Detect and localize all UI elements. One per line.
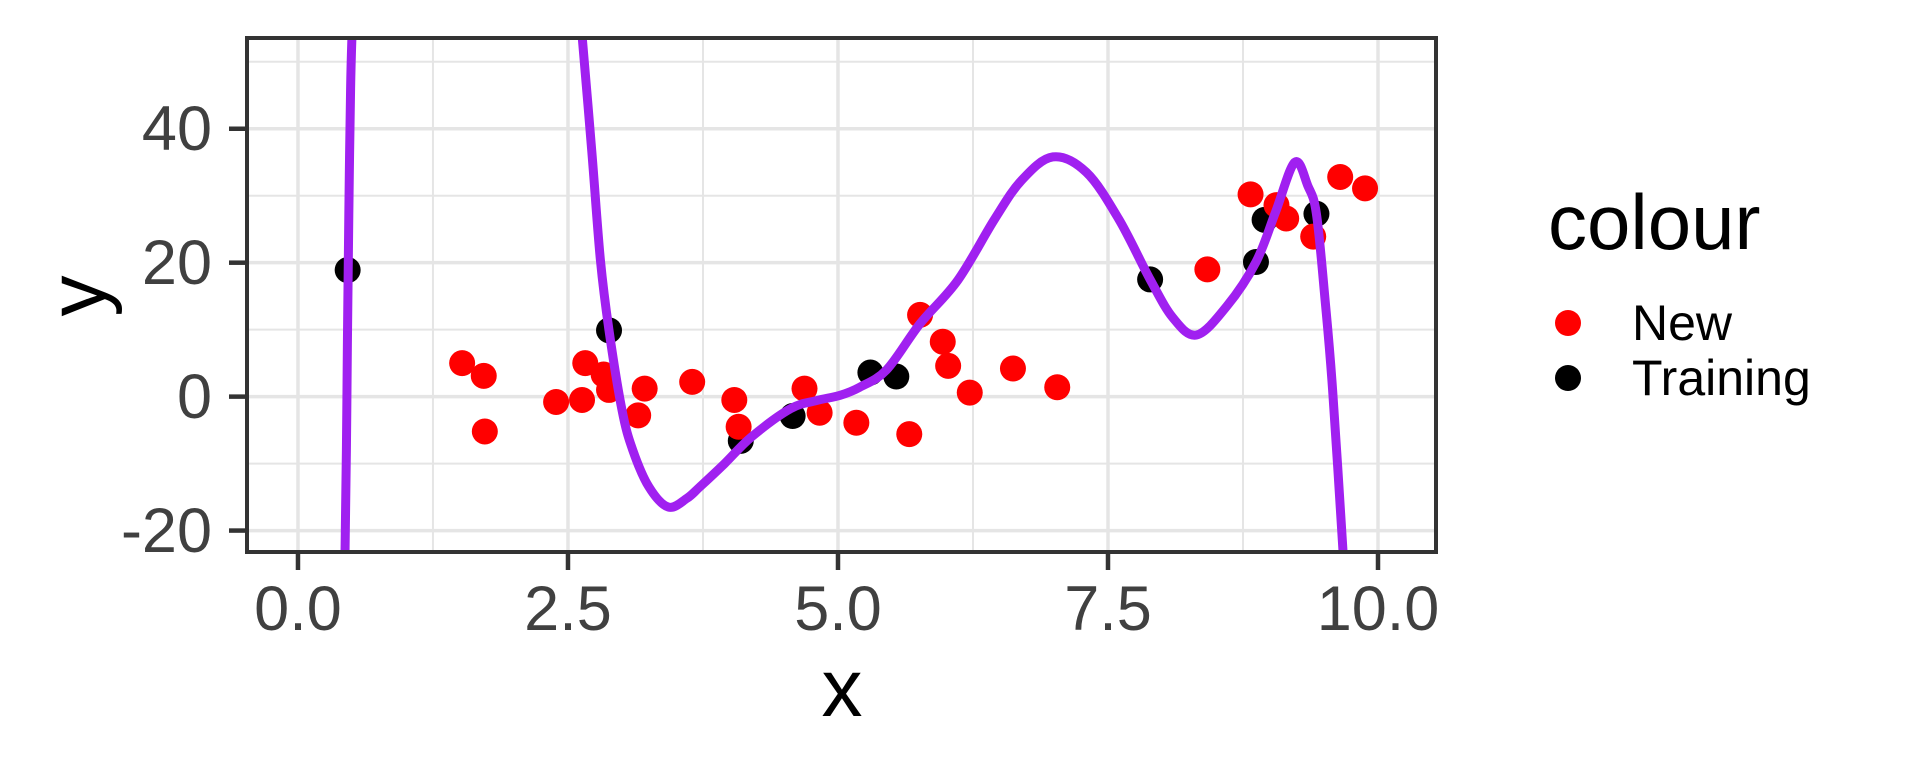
legend-label-training: Training [1632,349,1811,406]
x-tick-label: 7.5 [1064,574,1152,644]
data-point-new [1352,175,1379,202]
data-point-new [631,375,658,402]
data-point-new [569,386,596,413]
data-point-new [725,413,752,440]
data-point-new [1044,374,1071,401]
legend-title: colour [1548,178,1761,266]
data-point-new [1327,163,1354,190]
data-point-new [896,421,923,448]
data-point-new [956,379,983,406]
y-axis-title: y [32,275,123,317]
panel-background [247,38,1436,552]
y-tick-label: -20 [120,495,212,566]
data-point-new [935,352,962,379]
legend-item-new: New [1548,295,1811,350]
fit-curve-group [340,38,1348,552]
y-tick-label: 20 [141,227,212,298]
legend-item-training: Training [1548,350,1811,405]
legend-label-new: New [1632,294,1733,351]
data-point-new [471,418,498,445]
y-tick-label: 0 [176,361,212,432]
x-tick-label: 5.0 [794,574,882,644]
data-point-new [843,409,870,436]
data-point-new [625,402,652,429]
data-point-new [1194,256,1221,283]
data-point-new [806,399,833,426]
legend-key-training-dot-icon [1555,364,1581,391]
data-point-new [543,388,570,415]
panel-border [245,36,1438,554]
legend-key-new-dot-icon [1555,309,1581,336]
data-point-new [721,386,748,413]
fit-curve [577,38,1348,552]
data-point-new [1237,181,1264,208]
data-point-new [470,362,497,389]
x-tick-label: 0.0 [254,574,342,644]
x-axis-title: x [821,643,863,734]
legend: colour New Training [1548,183,1811,405]
data-point-new [679,368,706,395]
data-point-new [449,350,476,377]
y-tick-label: 40 [141,93,212,164]
data-point-new [999,355,1026,382]
x-tick-label: 2.5 [524,574,612,644]
data-point-new [791,375,818,402]
fit-curve [340,38,357,552]
x-tick-label: 10.0 [1316,574,1440,644]
data-point-new [929,328,956,355]
